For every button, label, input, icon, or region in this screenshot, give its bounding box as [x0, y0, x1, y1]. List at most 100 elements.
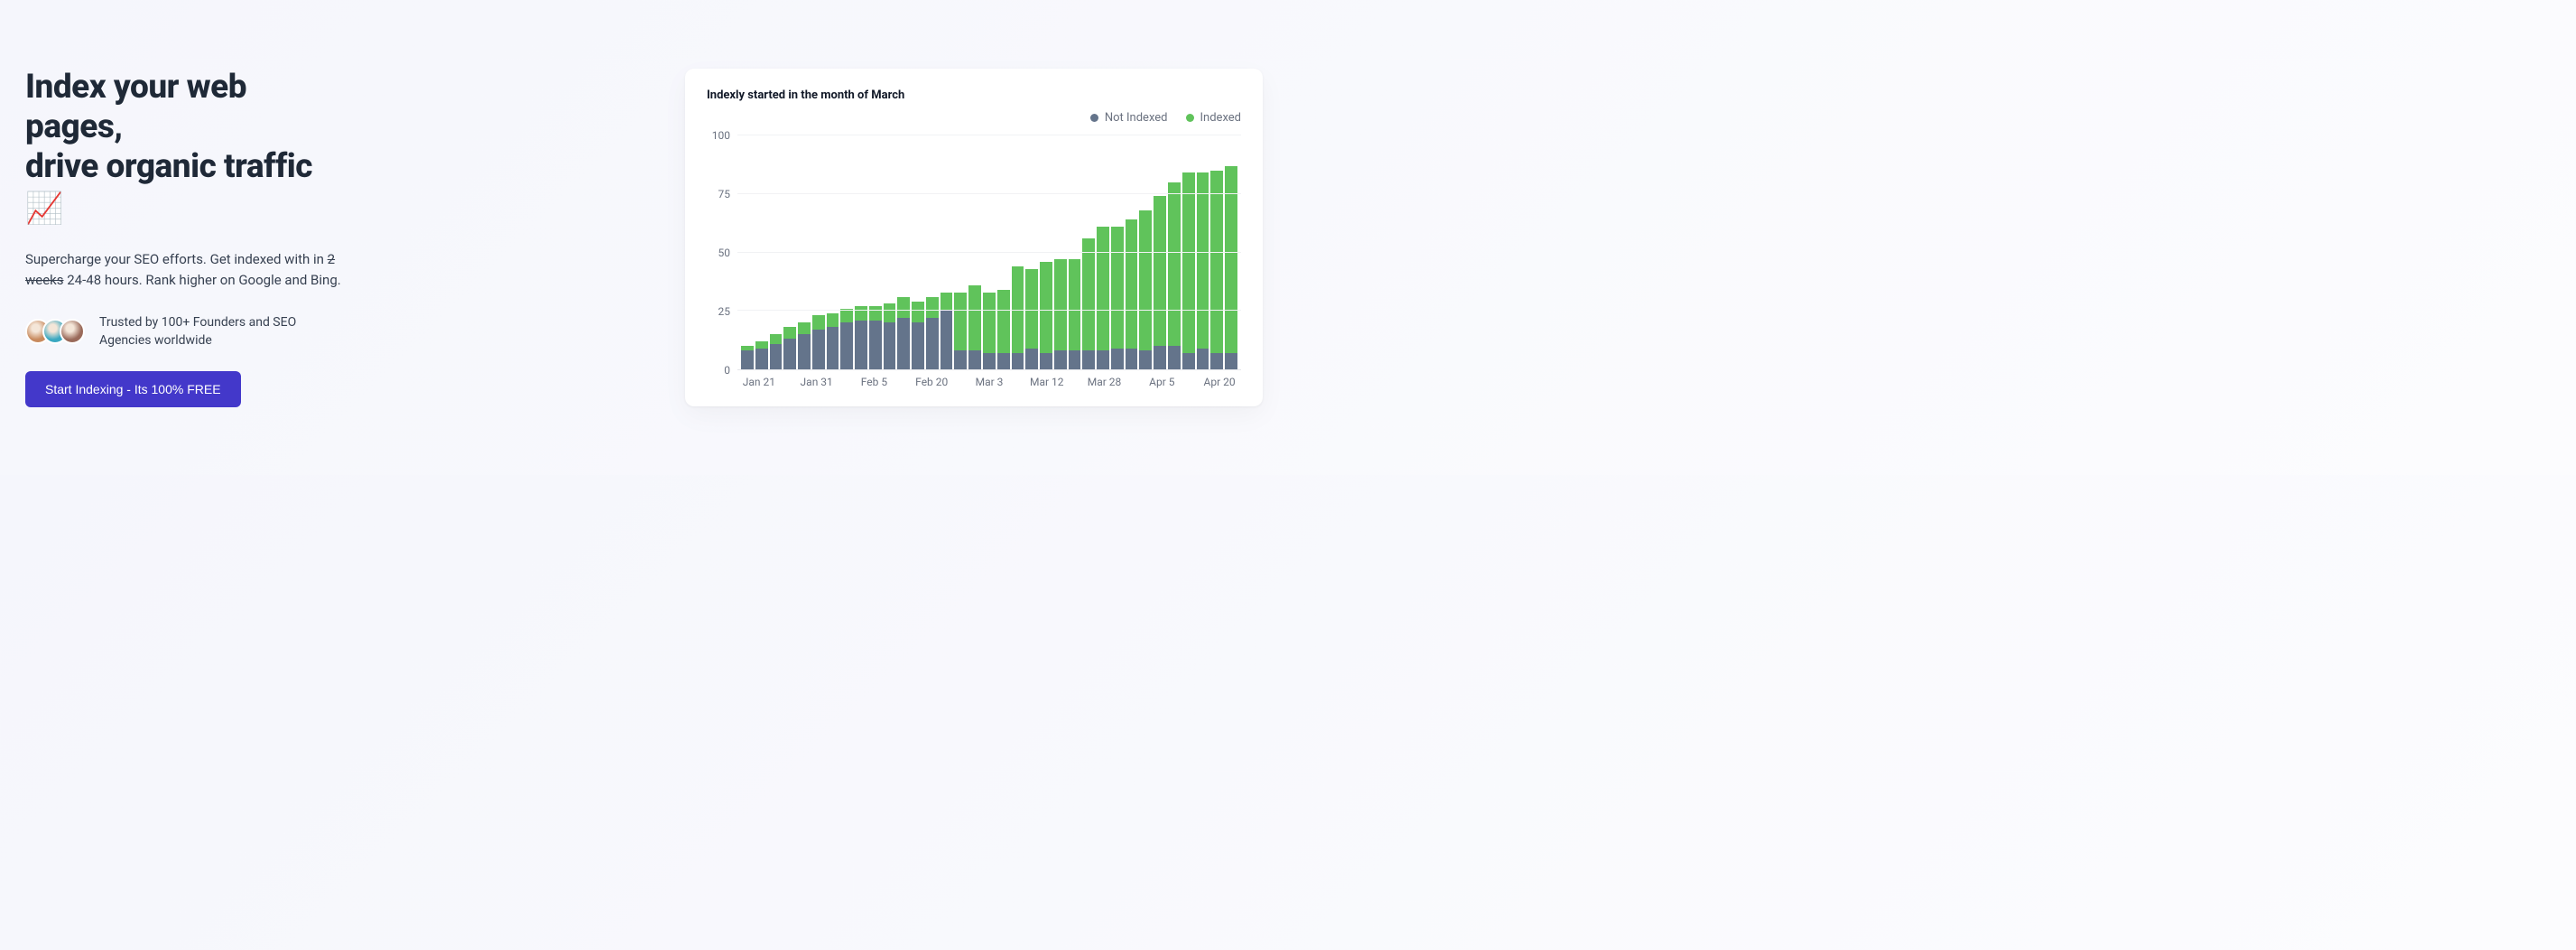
bar-column: [1182, 135, 1195, 369]
bar-segment-not-indexed: [1154, 346, 1166, 369]
bar-segment-not-indexed: [1025, 349, 1038, 369]
bar-column: [997, 135, 1010, 369]
bar-segment-indexed: [755, 341, 768, 349]
y-tick: 75: [718, 188, 731, 200]
bar-column: [840, 135, 853, 369]
bar-segment-not-indexed: [827, 327, 839, 369]
bar-segment-not-indexed: [741, 350, 754, 369]
bar-segment-indexed: [997, 290, 1010, 353]
grid-line: [737, 193, 1241, 194]
bar-column: [884, 135, 896, 369]
bar-column: [798, 135, 811, 369]
x-tick: Apr 5: [1149, 376, 1174, 388]
legend-item: Indexed: [1186, 111, 1242, 125]
bar-segment-indexed: [926, 297, 939, 318]
bar-segment-indexed: [983, 293, 996, 353]
bar-segment-not-indexed: [1082, 350, 1095, 369]
bar-segment-not-indexed: [941, 311, 953, 369]
bar-column: [941, 135, 953, 369]
bar-segment-not-indexed: [968, 350, 981, 369]
legend-label: Indexed: [1200, 111, 1242, 125]
chart-title: Indexly started in the month of March: [707, 88, 1241, 102]
bar-segment-not-indexed: [855, 321, 867, 369]
bar-segment-not-indexed: [840, 322, 853, 369]
bar-segment-indexed: [783, 327, 796, 339]
bar-segment-not-indexed: [954, 350, 967, 369]
bar-column: [1154, 135, 1166, 369]
bar-column: [770, 135, 783, 369]
bar-column: [954, 135, 967, 369]
bar-column: [926, 135, 939, 369]
bar-column: [855, 135, 867, 369]
headline-line-2: drive organic traffic: [25, 147, 312, 186]
bar-column: [741, 135, 754, 369]
bar-segment-indexed: [884, 303, 896, 322]
y-tick: 50: [718, 247, 731, 259]
grid-line: [737, 310, 1241, 311]
legend-dot-icon: [1090, 114, 1098, 122]
bar-column: [1126, 135, 1138, 369]
x-tick: Jan 31: [801, 376, 833, 388]
bar-segment-indexed: [912, 302, 924, 322]
bar-segment-indexed: [770, 334, 783, 343]
bar-column: [1082, 135, 1095, 369]
bar-column: [869, 135, 882, 369]
bar-segment-not-indexed: [1012, 353, 1024, 369]
bar-column: [1040, 135, 1052, 369]
bar-segment-indexed: [1097, 227, 1109, 350]
bar-column: [827, 135, 839, 369]
hero-right-column: Indexly started in the month of March No…: [386, 69, 1263, 406]
bar-segment-not-indexed: [1210, 353, 1223, 369]
bar-segment-not-indexed: [1168, 346, 1181, 369]
chart-y-axis: 0255075100: [707, 135, 737, 370]
chart-area: 0255075100: [707, 135, 1241, 370]
legend-label: Not Indexed: [1105, 111, 1168, 125]
bar-segment-not-indexed: [869, 321, 882, 369]
bar-segment-not-indexed: [997, 353, 1010, 369]
bar-segment-indexed: [1040, 262, 1052, 353]
bar-segment-indexed: [941, 293, 953, 312]
bar-segment-indexed: [1025, 269, 1038, 349]
x-tick: Mar 28: [1088, 376, 1122, 388]
bar-segment-not-indexed: [755, 349, 768, 369]
subhead-after: 24-48 hours. Rank higher on Google and B…: [64, 272, 341, 288]
bar-segment-not-indexed: [1040, 353, 1052, 369]
bar-column: [1054, 135, 1067, 369]
x-tick: Mar 12: [1030, 376, 1064, 388]
hero-headline: Index your web pages, drive organic traf…: [25, 68, 350, 228]
trust-text: Trusted by 100+ Founders and SEO Agencie…: [99, 313, 298, 350]
bar-segment-not-indexed: [1069, 350, 1081, 369]
bar-segment-indexed: [968, 285, 981, 351]
x-tick: Jan 21: [743, 376, 775, 388]
bar-segment-indexed: [827, 313, 839, 328]
start-indexing-button[interactable]: Start Indexing - Its 100% FREE: [25, 371, 241, 407]
bar-segment-indexed: [1154, 196, 1166, 346]
bar-segment-not-indexed: [926, 318, 939, 369]
chart-x-axis: Jan 21Jan 31Feb 5Feb 20Mar 3Mar 12Mar 28…: [737, 370, 1241, 390]
x-tick: Feb 20: [915, 376, 948, 388]
bar-segment-not-indexed: [884, 322, 896, 369]
subhead-before: Supercharge your SEO efforts. Get indexe…: [25, 251, 328, 267]
y-tick: 100: [712, 129, 730, 142]
headline-line-1: Index your web pages,: [25, 68, 246, 146]
bar-segment-indexed: [1197, 172, 1209, 348]
bar-column: [912, 135, 924, 369]
bar-column: [1012, 135, 1024, 369]
bar-column: [1097, 135, 1109, 369]
bar-segment-indexed: [812, 315, 825, 330]
chart-emoji-icon: 📈: [25, 191, 63, 227]
bar-segment-not-indexed: [897, 318, 910, 369]
bar-segment-indexed: [869, 306, 882, 321]
bar-segment-not-indexed: [1111, 349, 1124, 369]
bar-column: [812, 135, 825, 369]
bar-column: [897, 135, 910, 369]
bar-segment-indexed: [1168, 182, 1181, 346]
bar-segment-not-indexed: [912, 322, 924, 369]
bar-column: [1210, 135, 1223, 369]
bar-column: [755, 135, 768, 369]
bar-column: [1025, 135, 1038, 369]
y-tick: 0: [724, 364, 730, 377]
bar-segment-not-indexed: [1139, 350, 1152, 369]
bar-segment-not-indexed: [1182, 353, 1195, 369]
chart-legend: Not Indexed Indexed: [707, 111, 1241, 125]
